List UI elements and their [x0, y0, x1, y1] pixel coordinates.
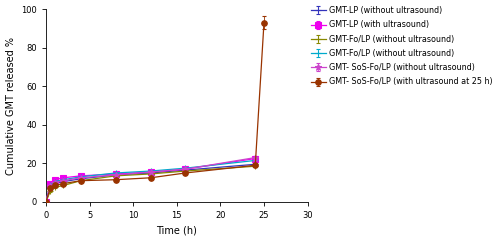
X-axis label: Time (h): Time (h) — [156, 225, 197, 235]
Y-axis label: Cumulative GMT released %: Cumulative GMT released % — [6, 37, 16, 174]
Legend: GMT-LP (without ultrasound), GMT-LP (with ultrasound), GMT-Fo/LP (without ultras: GMT-LP (without ultrasound), GMT-LP (wit… — [310, 5, 493, 87]
